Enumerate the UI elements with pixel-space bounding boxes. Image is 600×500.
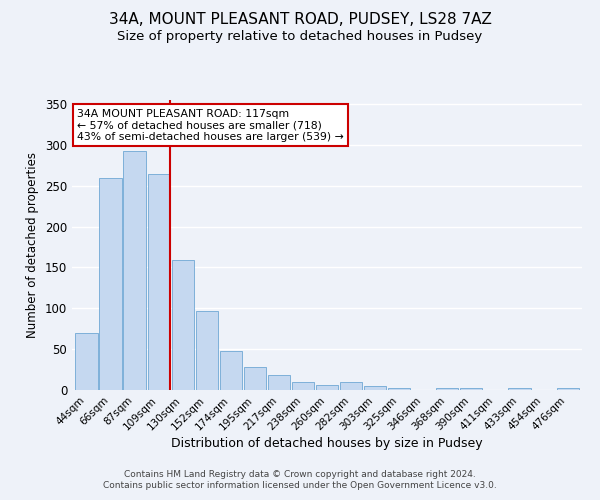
Bar xyxy=(316,385,338,390)
Bar xyxy=(557,388,578,390)
Bar xyxy=(148,174,170,390)
Bar xyxy=(364,386,386,390)
Bar xyxy=(76,333,98,390)
Bar xyxy=(196,311,218,390)
Bar xyxy=(172,260,194,390)
Text: Contains public sector information licensed under the Open Government Licence v3: Contains public sector information licen… xyxy=(103,481,497,490)
Bar xyxy=(220,351,242,390)
Bar xyxy=(100,178,122,390)
X-axis label: Distribution of detached houses by size in Pudsey: Distribution of detached houses by size … xyxy=(171,438,483,450)
Bar xyxy=(508,388,530,390)
Bar xyxy=(460,388,482,390)
Text: 34A, MOUNT PLEASANT ROAD, PUDSEY, LS28 7AZ: 34A, MOUNT PLEASANT ROAD, PUDSEY, LS28 7… xyxy=(109,12,491,28)
Bar xyxy=(268,376,290,390)
Bar xyxy=(292,382,314,390)
Bar xyxy=(244,367,266,390)
Y-axis label: Number of detached properties: Number of detached properties xyxy=(26,152,40,338)
Bar xyxy=(436,388,458,390)
Text: Contains HM Land Registry data © Crown copyright and database right 2024.: Contains HM Land Registry data © Crown c… xyxy=(124,470,476,479)
Text: Size of property relative to detached houses in Pudsey: Size of property relative to detached ho… xyxy=(118,30,482,43)
Bar xyxy=(340,382,362,390)
Text: 34A MOUNT PLEASANT ROAD: 117sqm
← 57% of detached houses are smaller (718)
43% o: 34A MOUNT PLEASANT ROAD: 117sqm ← 57% of… xyxy=(77,108,344,142)
Bar xyxy=(124,152,146,390)
Bar xyxy=(388,388,410,390)
